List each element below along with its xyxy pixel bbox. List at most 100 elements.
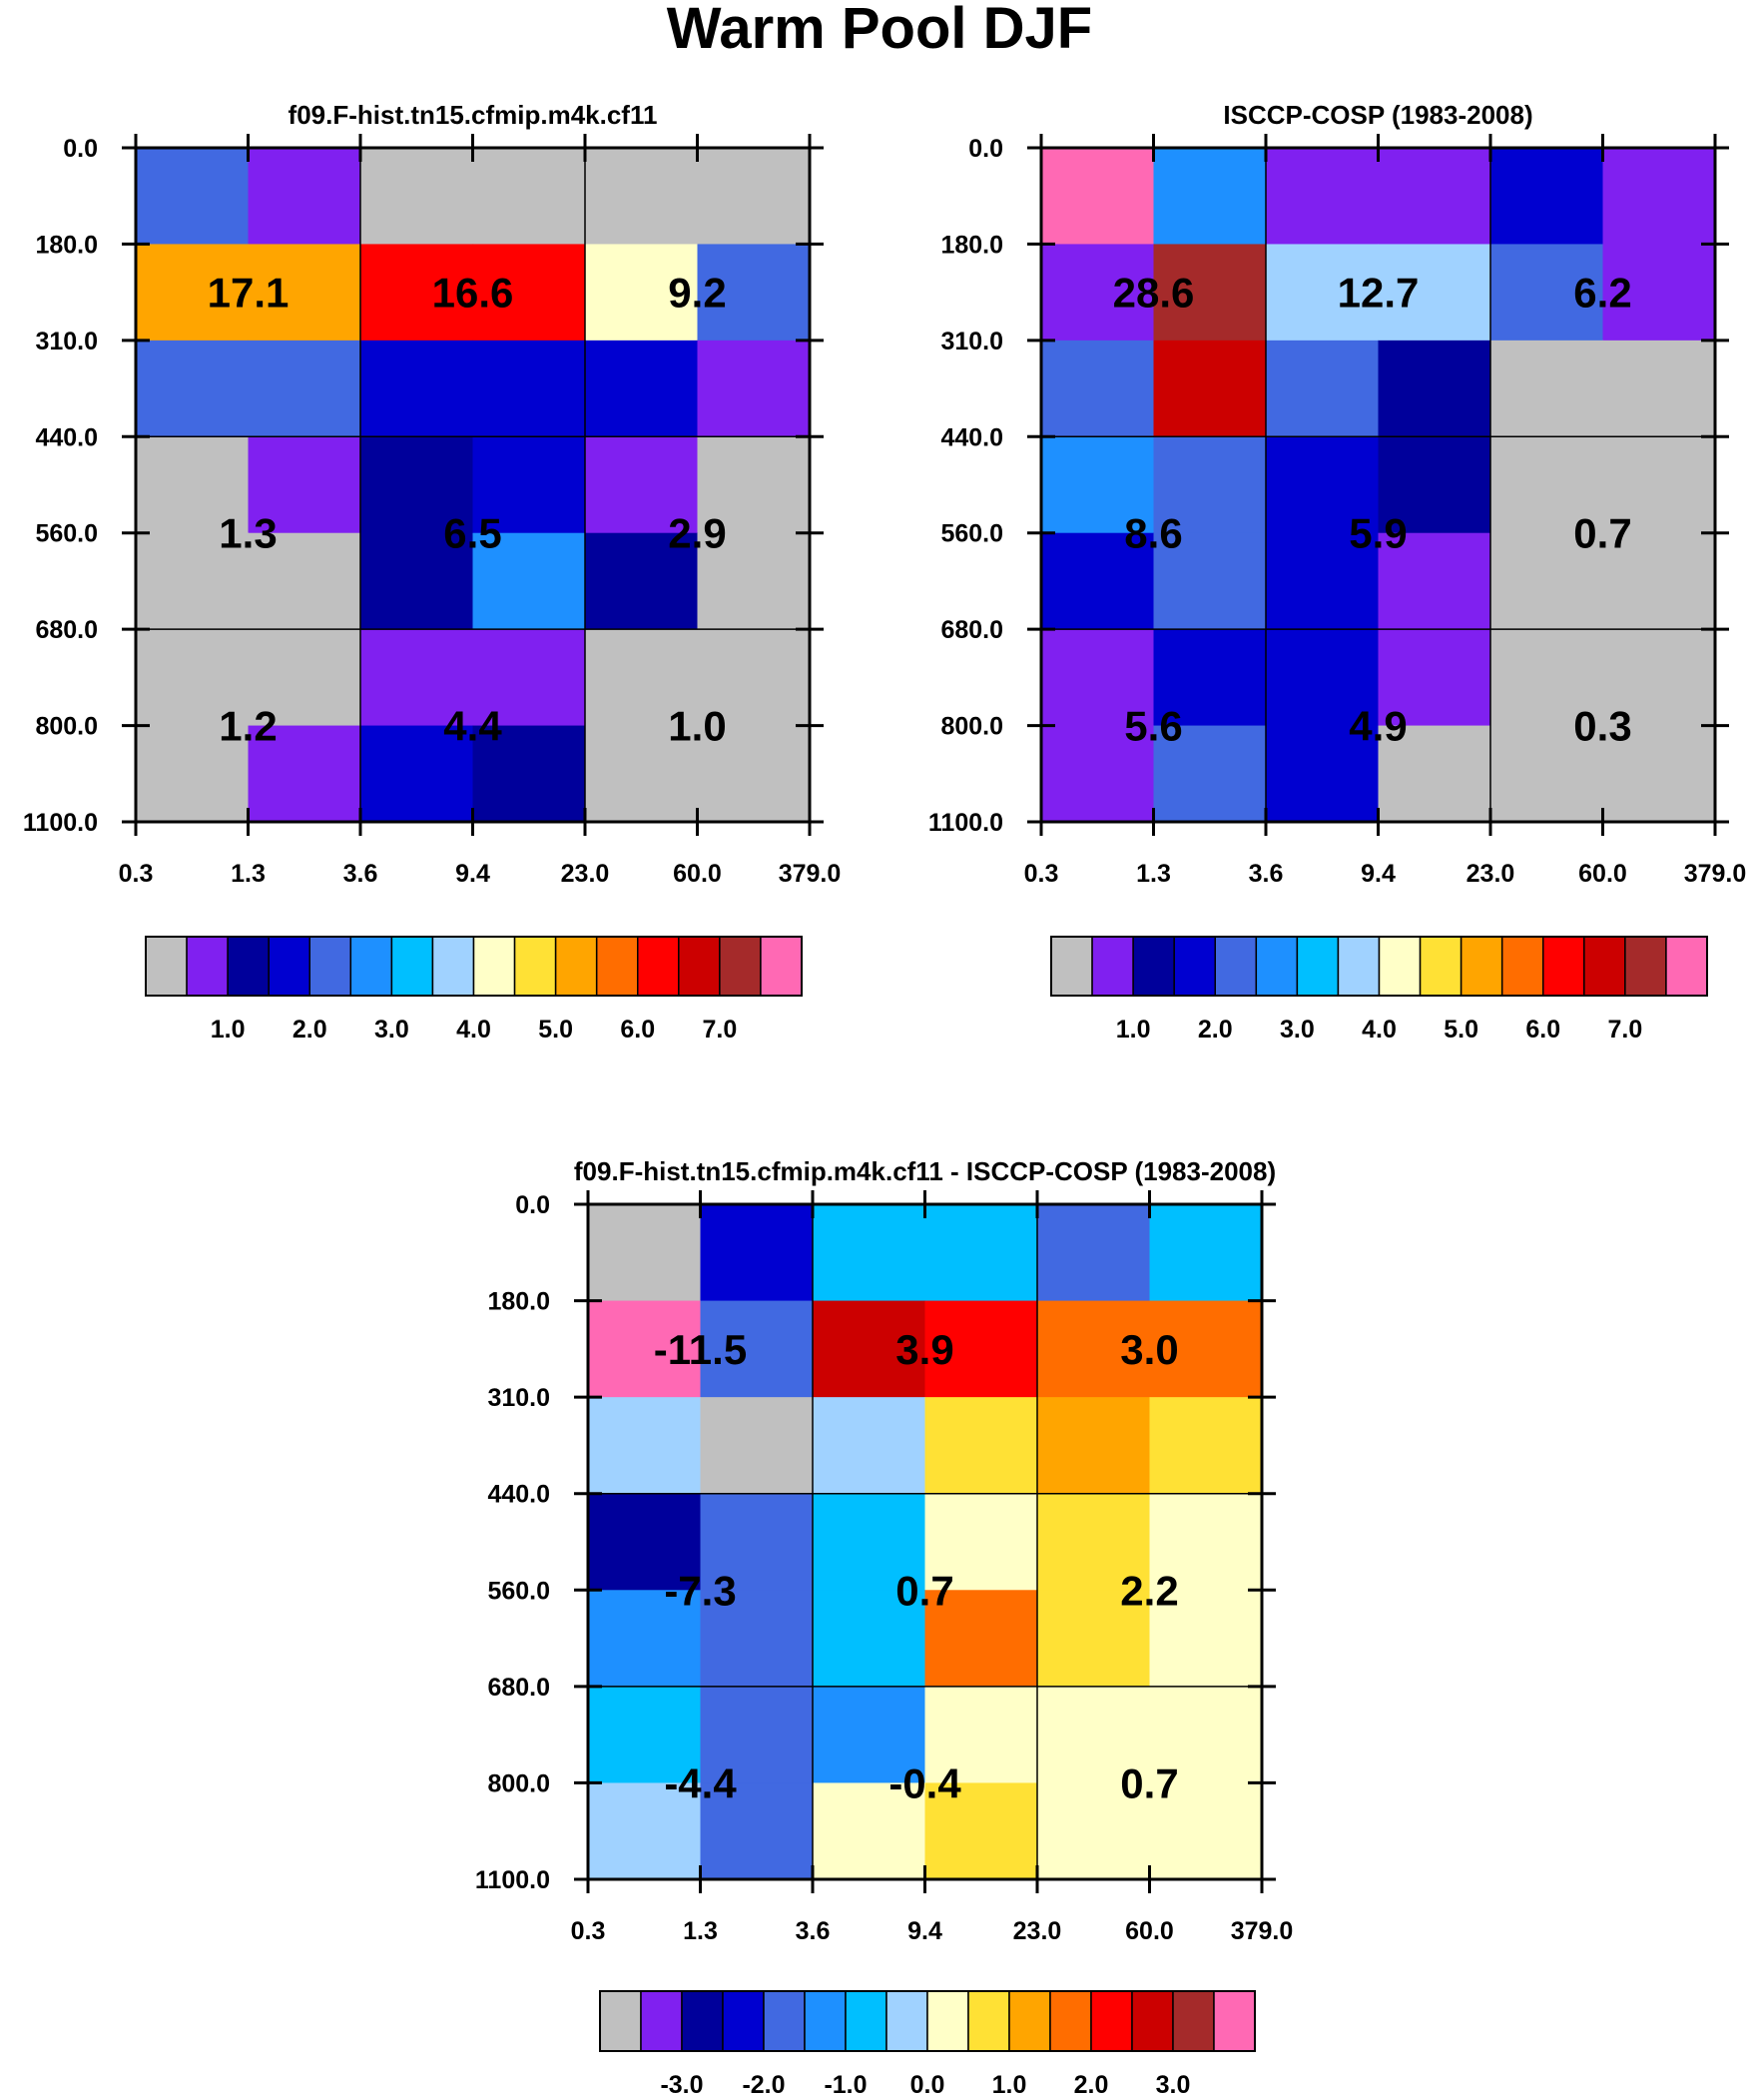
colorbar-label: 6.0: [1525, 1016, 1560, 1044]
heatmap-cell: [1037, 1397, 1151, 1495]
heatmap-cell: [813, 1782, 926, 1880]
colorbar-swatch: [640, 1990, 683, 2052]
panel-2: ISCCP-COSP (1983-2008) 0.0 180.0 310.0 440.0…: [928, 100, 1746, 1044]
heatmap-cell: [360, 629, 474, 727]
colorbar-swatch: [145, 936, 188, 997]
heatmap-cell: [1378, 629, 1491, 727]
heatmap-cell: [1153, 629, 1267, 727]
colorbar-swatch: [1091, 936, 1134, 997]
heatmap-cell: [924, 1686, 1038, 1784]
heatmap-cell: [588, 1300, 702, 1398]
heatmap-cell: [1602, 436, 1716, 534]
heatmap-cell: [1266, 725, 1380, 823]
heatmap-cell: [136, 148, 250, 246]
heatmap-cell: [1037, 1686, 1151, 1784]
colorbar-swatch: [722, 1990, 765, 2052]
y-tick-label: 180.0: [487, 1288, 550, 1316]
heatmap-cell: [136, 244, 250, 342]
colorbar-swatch: [1172, 1990, 1215, 2052]
y-tick-label: 310.0: [35, 328, 98, 355]
block-value-label: 2.9: [668, 510, 726, 557]
heatmap-cell: [1378, 725, 1491, 823]
block-value-label: 0.3: [1573, 703, 1631, 750]
heatmap-cell: [924, 1782, 1038, 1880]
block-value-label: -11.5: [654, 1326, 747, 1373]
y-tick-label: 560.0: [487, 1577, 550, 1605]
block-value-label: 6.5: [443, 510, 501, 557]
heatmap-cell: [924, 1590, 1038, 1688]
heatmap-cell: [700, 1300, 814, 1398]
heatmap-cell: [924, 1493, 1038, 1591]
heatmap-cell: [1378, 244, 1491, 342]
heatmap-cell: [1037, 1493, 1151, 1591]
x-tick-label: 379.0: [1231, 1917, 1294, 1945]
y-tick-label: 0.0: [63, 135, 98, 163]
heatmap-cell: [248, 629, 361, 727]
block-value-label: 0.7: [1573, 510, 1631, 557]
heatmap-cell: [248, 436, 361, 534]
heatmap-cell: [585, 532, 699, 630]
colorbar-swatch: [595, 936, 639, 997]
heatmap-cell: [1153, 532, 1267, 630]
heatmap-cell: [585, 436, 699, 534]
x-tick-label: 60.0: [1125, 1917, 1174, 1945]
y-tick-label: 180.0: [35, 231, 98, 259]
heatmap-cell: [472, 532, 586, 630]
heatmap-cell: [1149, 1204, 1263, 1302]
colorbar-swatch: [513, 936, 557, 997]
heatmap-cell: [248, 725, 361, 823]
heatmap-cell: [136, 340, 250, 437]
y-tick-label: 1100.0: [475, 1866, 550, 1894]
colorbar-label: 2.0: [1198, 1016, 1233, 1044]
heatmap-cell: [472, 244, 586, 342]
colorbar-swatch: [1214, 936, 1258, 997]
y-tick-label: 440.0: [487, 1481, 550, 1509]
colorbar-swatch: [1008, 1990, 1051, 2052]
heatmap-cell: [924, 1204, 1038, 1302]
colorbar-swatch: [681, 1990, 724, 2052]
colorbar-label: 1.0: [211, 1016, 246, 1044]
block-value-label: 1.3: [219, 510, 277, 557]
colorbar-label: -3.0: [660, 2071, 703, 2099]
colorbar-swatch: [1213, 1990, 1256, 2052]
heatmap-cell: [1041, 148, 1155, 246]
heatmap-cell: [1037, 1590, 1151, 1688]
x-tick-label: 3.6: [343, 860, 378, 888]
heatmap-cell: [472, 629, 586, 727]
block-value-label: -0.4: [888, 1759, 961, 1806]
y-tick-label: 560.0: [940, 520, 1003, 548]
heatmap-cell: [697, 244, 811, 342]
heatmap-cell: [1378, 340, 1491, 437]
block-value-label: 0.7: [1120, 1759, 1178, 1806]
heatmap-cell: [1149, 1782, 1263, 1880]
colorbar-swatch: [308, 936, 352, 997]
heatmap-cell: [360, 436, 474, 534]
heatmap-cell: [1153, 436, 1267, 534]
x-tick-label: 0.3: [571, 1917, 606, 1945]
heatmap-cell: [924, 1397, 1038, 1495]
heatmap-cell: [1153, 148, 1267, 246]
x-tick-label: 60.0: [673, 860, 722, 888]
heatmap-cell: [700, 1590, 814, 1688]
heatmap-cell: [1490, 532, 1604, 630]
heatmap-cell: [585, 148, 699, 246]
heatmap-cell: [1149, 1300, 1263, 1398]
colorbar-swatch: [599, 1990, 642, 2052]
colorbar-swatch: [1049, 1990, 1092, 2052]
heatmap-cell: [1153, 244, 1267, 342]
colorbar-label: 4.0: [1362, 1016, 1397, 1044]
heatmap-cell: [588, 1204, 702, 1302]
heatmap-cell: [1490, 725, 1604, 823]
y-tick-label: 1100.0: [23, 809, 98, 837]
block-value-label: 8.6: [1124, 510, 1182, 557]
block-value-label: -4.4: [664, 1759, 737, 1806]
y-tick-label: 310.0: [940, 328, 1003, 355]
colorbar-swatch: [1132, 936, 1175, 997]
colorbar-frame: [1050, 936, 1708, 997]
block-value-label: 3.9: [895, 1326, 953, 1373]
heatmap-cell: [1602, 244, 1716, 342]
heatmap-cell: [813, 1204, 926, 1302]
x-tick-label: 1.3: [683, 1917, 718, 1945]
heatmap-cell: [700, 1782, 814, 1880]
